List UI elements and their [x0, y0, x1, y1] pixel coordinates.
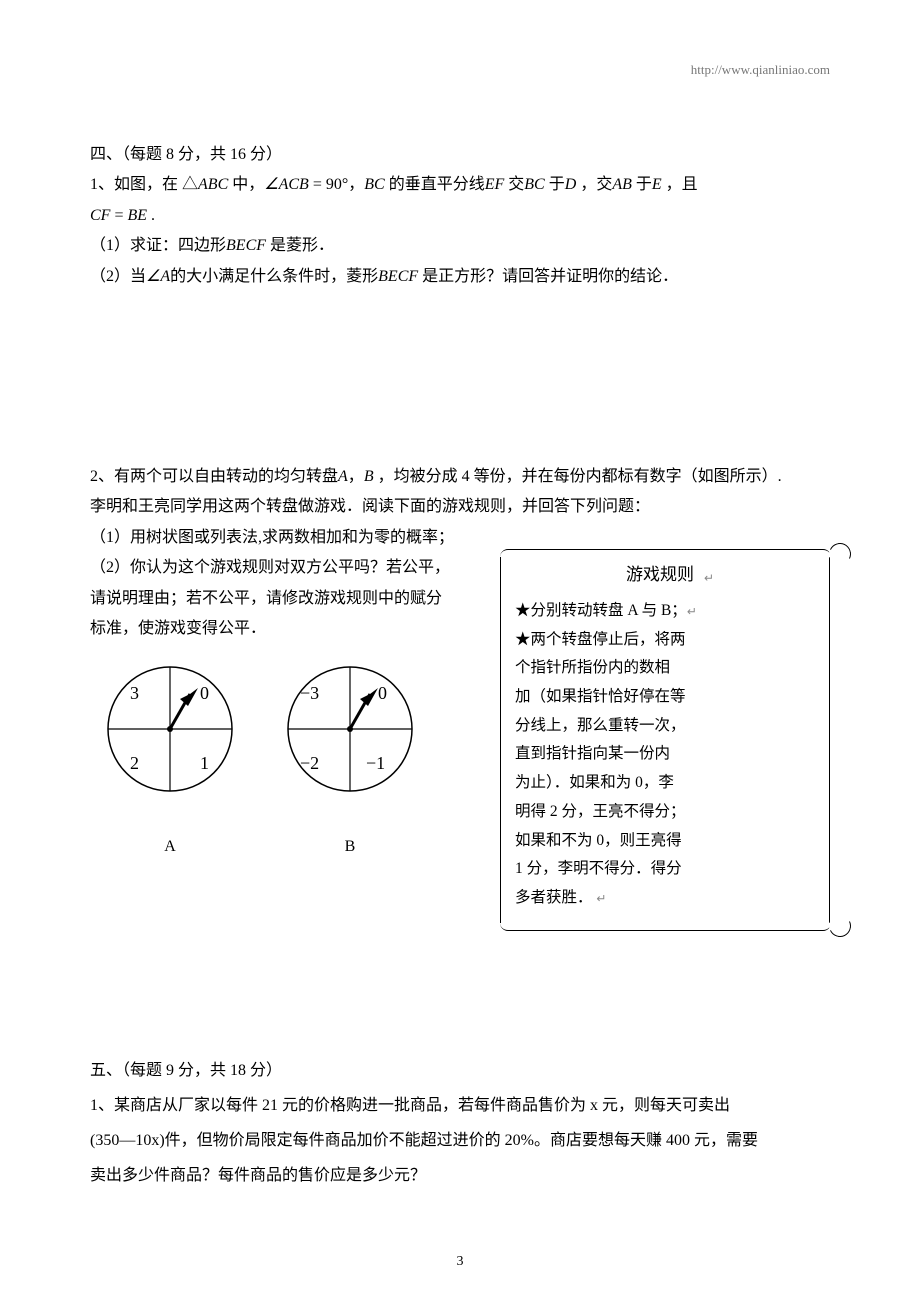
cf: CF — [90, 207, 110, 224]
e: E — [652, 176, 662, 193]
t: ，且 — [662, 176, 698, 193]
s4-q2-p2c: 标准，使游戏变得公平． — [90, 614, 480, 644]
gr-l5: 分线上，那么重转一次， — [515, 712, 815, 741]
gr-l9: 如果和不为 0，则王亮得 — [515, 827, 815, 856]
t: ， — [348, 468, 364, 485]
abc: ABC — [198, 176, 228, 193]
ang: ∠ACB — [264, 176, 309, 193]
t: （1）求证：四边形 — [90, 237, 226, 254]
sa-q3: 3 — [130, 683, 139, 703]
sa-q2: 2 — [130, 753, 139, 773]
s5-q1-l3: 卖出多少件商品？每件商品的售价应是多少元？ — [90, 1158, 830, 1193]
t: 的垂直平分线 — [385, 176, 485, 193]
header-url: http://www.qianliniao.com — [691, 62, 830, 78]
spinner-b-label: B — [270, 832, 430, 862]
t: ，均被分成 4 等份，并在每份内都标有数字（如图所示）. — [374, 468, 782, 485]
gr-l6: 直到指针指向某一份内 — [515, 740, 815, 769]
sb-q0: 0 — [378, 683, 387, 703]
spinner-a-label: A — [90, 832, 250, 862]
s5-q1-l1: 1、某商店从厂家以每件 21 元的价格购进一批商品，若每件商品售价为 x 元，则… — [90, 1088, 830, 1123]
eq: = — [110, 207, 127, 224]
ef: EF — [485, 176, 505, 193]
gr-l4: 加（如果指针恰好停在等 — [515, 683, 815, 712]
d: D — [565, 176, 577, 193]
gr-l7: 为止）．如果和为 0，李 — [515, 769, 815, 798]
sb-q3: −3 — [300, 683, 319, 703]
gr-l3: 个指针所指份内的数相 — [515, 654, 815, 683]
s4-q2-line2: 李明和王亮同学用这两个转盘做游戏．阅读下面的游戏规则，并回答下列问题： — [90, 492, 830, 522]
ab: AB — [612, 176, 632, 193]
bc2: BC — [524, 176, 544, 193]
s4-q2-line1: 2、有两个可以自由转动的均匀转盘A，B ，均被分成 4 等份，并在每份内都标有数… — [90, 462, 830, 492]
becf: BECF — [226, 237, 266, 254]
s5-q1-l2: (350—10x)件，但物价局限定每件商品加价不能超过进价的 20%。商店要想每… — [90, 1123, 830, 1158]
s4-q1-line2: CF = BE . — [90, 201, 830, 231]
dot: . — [147, 207, 155, 224]
gr-l8: 明得 2 分，王亮不得分； — [515, 798, 815, 827]
sb-q2: −2 — [300, 753, 319, 773]
spinner-a-svg: 0 1 2 3 — [90, 654, 250, 814]
gr-l11: 多者获胜． ↵ — [515, 884, 815, 913]
becf2: BECF — [378, 268, 418, 285]
t: 中， — [228, 176, 264, 193]
crlf-icon: ↵ — [704, 571, 714, 585]
be: BE — [127, 207, 147, 224]
a: A — [338, 468, 348, 485]
t: ，交 — [576, 176, 612, 193]
page-number: 3 — [0, 1254, 920, 1270]
t: 于 — [545, 176, 565, 193]
t: 的大小满足什么条件时，菱形 — [170, 268, 378, 285]
t: 于 — [632, 176, 652, 193]
s4-q2-p2a: （2）你认为这个游戏规则对双方公平吗？若公平， — [90, 553, 480, 583]
anga: ∠A — [146, 268, 170, 285]
section4-header: 四、（每题 8 分，共 16 分） — [90, 140, 830, 170]
game-rules-box: 游戏规则↵ ★分别转动转盘 A 与 B；↵ ★两个转盘停止后，将两 个指针所指份… — [500, 557, 830, 922]
sa-q0: 0 — [200, 683, 209, 703]
t: （2）当 — [90, 268, 146, 285]
gr-l2: ★两个转盘停止后，将两 — [515, 626, 815, 655]
b: B — [364, 468, 374, 485]
t: 1、如图，在 △ — [90, 176, 198, 193]
bc: BC — [364, 176, 384, 193]
t: = 90°， — [309, 176, 364, 193]
t: 2、有两个可以自由转动的均匀转盘 — [90, 468, 338, 485]
spinner-b-svg: 0 −1 −2 −3 — [270, 654, 430, 814]
s4-q1-line1: 1、如图，在 △ABC 中，∠ACB = 90°，BC 的垂直平分线EF 交BC… — [90, 170, 830, 200]
t: 是菱形． — [266, 237, 334, 254]
s4-q1-p2: （2）当∠A的大小满足什么条件时，菱形BECF 是正方形？请回答并证明你的结论． — [90, 262, 830, 292]
game-rules-title: 游戏规则 — [616, 555, 704, 595]
gr-l1: ★分别转动转盘 A 与 B；↵ — [515, 597, 815, 626]
t: 交 — [504, 176, 524, 193]
t: 是正方形？请回答并证明你的结论． — [418, 268, 678, 285]
sb-q1: −1 — [366, 753, 385, 773]
sa-q1: 1 — [200, 753, 209, 773]
s4-q2-p2b: 请说明理由；若不公平，请修改游戏规则中的赋分 — [90, 584, 480, 614]
gr-l10: 1 分，李明不得分．得分 — [515, 855, 815, 884]
section5-header: 五、（每题 9 分，共 18 分） — [90, 1053, 830, 1088]
s4-q1-p1: （1）求证：四边形BECF 是菱形． — [90, 231, 830, 261]
